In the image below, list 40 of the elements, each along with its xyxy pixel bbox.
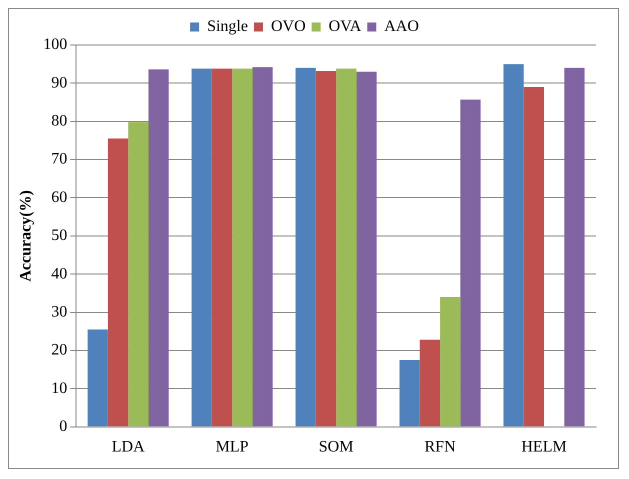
bar	[564, 68, 585, 426]
x-tick-label: RFN	[424, 438, 456, 456]
y-tick-label: 70	[51, 150, 68, 168]
bar	[356, 72, 377, 426]
y-tick-label: 20	[51, 342, 68, 359]
bar	[524, 87, 544, 426]
y-tick-label: 60	[51, 188, 68, 206]
bar	[296, 68, 316, 426]
y-tick-label: 50	[51, 227, 68, 244]
legend-label: OVO	[270, 18, 306, 36]
bar	[460, 100, 481, 426]
bar	[440, 296, 460, 426]
y-tick-label: 100	[43, 36, 68, 54]
x-tick-label: LDA	[112, 438, 146, 456]
bar	[128, 122, 148, 426]
x-tick-label: MLP	[216, 438, 249, 456]
bar	[336, 68, 356, 426]
y-tick-label: 80	[51, 112, 68, 130]
bar	[232, 68, 252, 426]
legend-label: Single	[207, 18, 248, 36]
bar	[400, 360, 420, 426]
bar	[88, 329, 108, 426]
x-tick-label: SOM	[318, 438, 354, 456]
y-tick-label: 0	[59, 418, 68, 436]
bar	[316, 70, 336, 426]
bar	[108, 138, 128, 426]
y-tick-label: 30	[51, 303, 68, 320]
y-tick-label: 40	[51, 265, 68, 282]
bar	[192, 68, 212, 426]
y-axis-title: Accuracy(%)	[18, 190, 35, 282]
bar	[503, 64, 524, 426]
bar	[212, 68, 232, 426]
bar	[420, 340, 440, 426]
x-tick-label: HELM	[521, 438, 567, 456]
y-tick-label: 10	[51, 380, 68, 397]
legend-label: AAO	[384, 18, 419, 36]
bar	[148, 69, 169, 426]
y-tick-label: 90	[51, 74, 68, 92]
bar	[252, 67, 273, 426]
legend-label: OVA	[328, 18, 362, 36]
